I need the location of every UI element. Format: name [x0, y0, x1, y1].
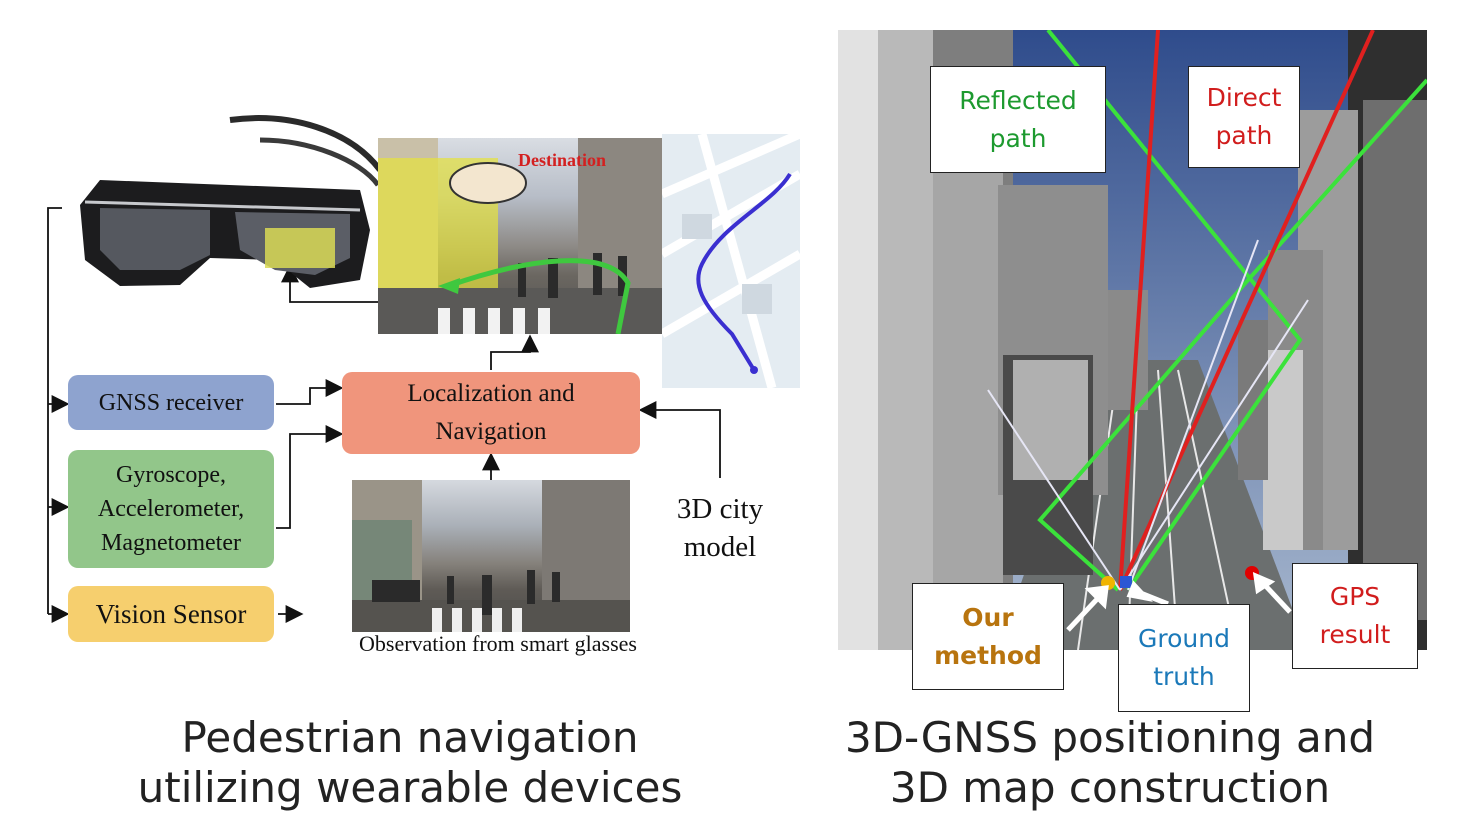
navigation-map	[662, 134, 800, 388]
city-model-label-line2: model	[683, 531, 757, 563]
city-model-label: 3D city model	[660, 490, 780, 566]
left-caption-line1: Pedestrian navigation	[181, 713, 639, 762]
ground-truth-label-line1: Ground	[1138, 624, 1230, 653]
localization-label-line2: Navigation	[435, 418, 547, 445]
observation-caption: Observation from smart glasses	[359, 631, 637, 656]
left-caption-line2: utilizing wearable devices	[137, 763, 683, 812]
right-caption-line1: 3D-GNSS positioning and	[844, 713, 1376, 762]
direct-path-label-line2: path	[1215, 121, 1273, 150]
right-caption: 3D-GNSS positioning and 3D map construct…	[800, 713, 1420, 813]
our-method-label-line1: Our	[962, 602, 1014, 632]
gps-result-label-line1: GPS	[1329, 582, 1381, 611]
observation-photo	[352, 480, 630, 632]
vision-sensor-box: Vision Sensor	[68, 586, 274, 642]
city-model-label-line1: 3D city	[676, 493, 764, 525]
reflected-path-label-line1: Reflected	[959, 85, 1077, 115]
left-caption: Pedestrian navigation utilizing wearable…	[110, 713, 710, 813]
localization-label-line1: Localization and	[407, 380, 575, 407]
smart-glasses-image	[80, 115, 383, 288]
accelerometer-label: Accelerometer,	[97, 496, 245, 522]
vision-sensor-label: Vision Sensor	[95, 599, 247, 629]
imu-sensors-box: Gyroscope, Accelerometer, Magnetometer	[68, 450, 274, 568]
gnss-receiver-label: GNSS receiver	[98, 389, 244, 416]
3d-city-scene	[838, 30, 1427, 650]
gps-result-label-line2: result	[1319, 620, 1391, 649]
direct-path-callout: Direct path	[1188, 66, 1300, 168]
ground-truth-label-line2: truth	[1153, 662, 1215, 691]
our-method-callout: Our method	[912, 583, 1064, 690]
gyroscope-label: Gyroscope,	[116, 462, 226, 488]
gps-result-callout: GPS result	[1292, 563, 1418, 669]
gnss-receiver-box: GNSS receiver	[68, 375, 274, 430]
magnetometer-label: Magnetometer	[101, 530, 241, 556]
our-method-label-line2: method	[934, 640, 1042, 670]
localization-navigation-box: Localization and Navigation	[342, 372, 640, 454]
right-caption-line2: 3D map construction	[889, 763, 1331, 812]
glasses-display-photo	[378, 138, 668, 334]
ground-truth-callout: Ground truth	[1118, 604, 1250, 712]
direct-path-label-line1: Direct	[1206, 83, 1282, 112]
reflected-path-callout: Reflected path	[930, 66, 1106, 173]
reflected-path-label-line2: path	[989, 123, 1047, 153]
destination-label: Destination	[518, 150, 607, 170]
connector-lines	[47, 207, 721, 623]
